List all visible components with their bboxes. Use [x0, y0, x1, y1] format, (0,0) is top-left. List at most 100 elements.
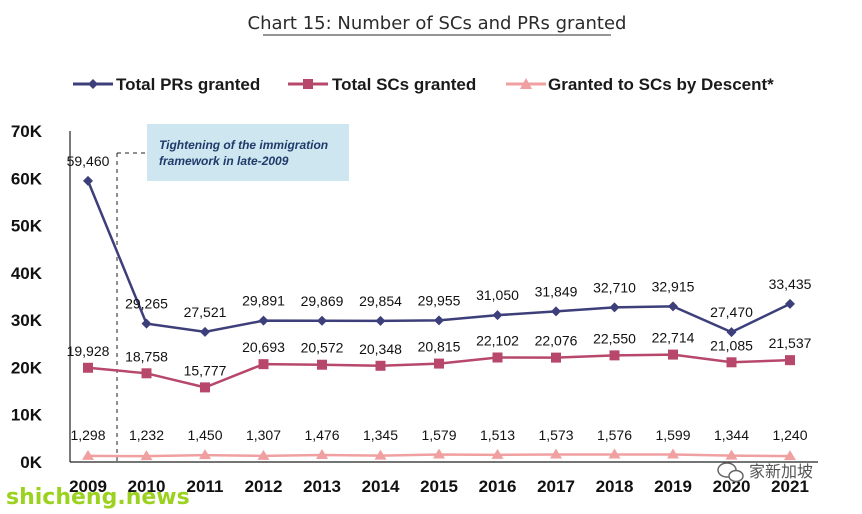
data-label: 1,232 [129, 427, 164, 443]
data-point-triangle [608, 448, 621, 459]
x-tick-label: 2018 [596, 477, 634, 496]
x-tick-label: 2021 [771, 477, 809, 496]
x-tick-label: 2011 [187, 477, 224, 496]
y-tick-label: 60K [11, 169, 43, 188]
chart-title: Chart 15: Number of SCs and PRs granted [248, 13, 627, 34]
data-label: 29,854 [359, 293, 402, 309]
data-label: 18,758 [125, 348, 168, 364]
data-point-square [726, 357, 737, 368]
data-point-square [200, 382, 210, 393]
data-point-diamond [434, 315, 444, 326]
legend-marker-scs [303, 79, 313, 89]
data-label: 1,344 [714, 427, 749, 443]
data-point-triangle [316, 449, 328, 460]
data-point-square [609, 350, 620, 361]
data-point-triangle [784, 450, 796, 461]
data-point-triangle [667, 448, 679, 459]
data-label: 27,470 [710, 304, 753, 320]
x-tick-label: 2010 [128, 477, 166, 496]
data-point-square [668, 349, 678, 360]
watermark-left-text: shicheng.news [6, 485, 190, 510]
data-label: 21,537 [769, 335, 812, 351]
data-label: 1,450 [187, 427, 222, 443]
data-label: 31,050 [476, 287, 519, 303]
data-label: 32,710 [593, 279, 636, 295]
data-label: 1,599 [655, 427, 690, 443]
y-tick-label: 20K [11, 358, 43, 377]
data-point-diamond [726, 327, 737, 338]
data-label: 29,869 [301, 293, 344, 309]
data-point-diamond [317, 315, 327, 326]
data-point-triangle [374, 449, 387, 460]
data-label: 19,928 [67, 343, 110, 359]
data-point-triangle [82, 449, 94, 460]
data-label: 27,521 [184, 304, 227, 320]
data-point-triangle [140, 450, 153, 461]
data-label: 1,576 [597, 427, 632, 443]
data-label: 21,085 [710, 337, 753, 353]
data-label: 20,572 [301, 340, 344, 356]
annotation-text-line2: framework in late-2009 [159, 154, 289, 168]
series-layer [82, 175, 796, 461]
data-point-diamond [141, 318, 152, 329]
data-label: 20,693 [242, 339, 285, 355]
x-tick-label: 2015 [420, 477, 458, 496]
x-tick-label: 2012 [245, 477, 283, 496]
data-label: 1,476 [304, 427, 339, 443]
data-point-square [83, 362, 93, 373]
data-label: 29,265 [125, 296, 168, 312]
data-label: 22,550 [593, 330, 636, 346]
x-tick-label: 2020 [713, 477, 751, 496]
x-tick-label: 2016 [479, 477, 517, 496]
wechat-icon [717, 462, 744, 483]
data-point-diamond [785, 298, 795, 309]
y-tick-label: 10K [11, 406, 43, 425]
data-label: 31,849 [535, 283, 578, 299]
y-tick-label: 30K [11, 311, 43, 330]
data-label: 1,573 [538, 427, 573, 443]
data-point-square [141, 368, 152, 379]
data-label: 15,777 [184, 362, 227, 378]
y-tick-labels: 0K 10K 20K 30K 40K 50K 60K 70K [11, 122, 43, 472]
data-point-triangle [257, 449, 270, 460]
data-labels-layer: 59,460 29,265 27,521 29,891 29,869 29,854 29,9… [67, 153, 812, 443]
data-label: 59,460 [67, 153, 110, 169]
data-label: 20,815 [418, 339, 461, 355]
data-label: 1,579 [421, 427, 456, 443]
x-tick-label: 2009 [69, 477, 107, 496]
data-label: 22,076 [535, 333, 578, 349]
data-label: 1,307 [246, 427, 281, 443]
data-label: 33,435 [769, 276, 812, 292]
data-label: 1,513 [480, 427, 515, 443]
data-label: 1,298 [70, 427, 105, 443]
legend-marker-prs [88, 79, 98, 89]
y-tick-label: 70K [11, 122, 43, 141]
data-point-triangle [550, 448, 562, 459]
data-label: 22,714 [652, 330, 695, 346]
annotation: Tightening of the immigration framework … [116, 124, 349, 462]
data-point-diamond [83, 175, 93, 186]
data-point-square [492, 352, 503, 363]
data-label: 22,102 [476, 332, 519, 348]
data-point-triangle [725, 449, 738, 460]
x-tick-label: 2014 [362, 477, 400, 496]
data-point-square [434, 358, 444, 369]
data-point-square [258, 359, 269, 370]
data-point-diamond [492, 310, 503, 321]
legend-label-scs: Total SCs granted [332, 75, 476, 94]
data-label: 1,240 [772, 427, 807, 443]
data-point-triangle [491, 448, 504, 459]
data-point-diamond [609, 302, 620, 313]
data-point-diamond [551, 306, 561, 317]
y-tick-label: 50K [11, 217, 43, 236]
data-point-square [375, 360, 386, 371]
data-label: 32,915 [652, 278, 695, 294]
data-point-diamond [668, 301, 678, 312]
x-tick-label: 2017 [537, 477, 575, 496]
y-tick-label: 0K [20, 453, 42, 472]
data-label: 1,345 [363, 427, 398, 443]
legend-label-prs: Total PRs granted [116, 75, 260, 94]
legend: Total PRs granted Total SCs granted Gran… [73, 75, 774, 94]
data-point-triangle [433, 448, 445, 459]
